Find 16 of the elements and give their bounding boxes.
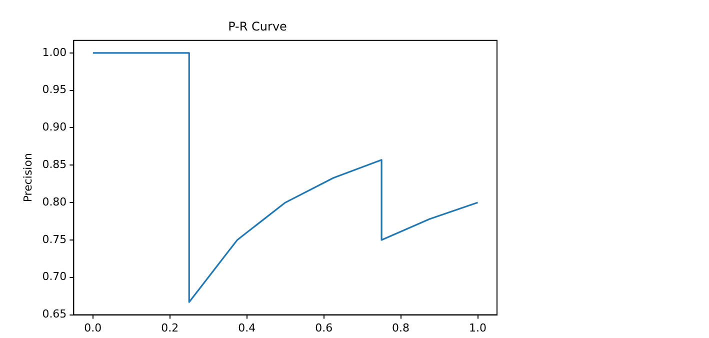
x-tick-label: 0.0 <box>84 321 102 334</box>
y-tick-label: 0.80 <box>42 195 67 208</box>
y-axis-title: Precision <box>21 153 34 202</box>
y-tick-label: 0.65 <box>42 308 67 321</box>
x-tick-label: 1.0 <box>469 321 487 334</box>
y-tick-label: 0.90 <box>42 120 67 134</box>
y-tick-label: 1.00 <box>42 46 67 59</box>
y-tick-label: 0.95 <box>42 83 67 96</box>
y-tick-label: 0.75 <box>42 232 67 246</box>
chart-title: P-R Curve <box>228 19 287 34</box>
x-tick-label: 0.8 <box>392 321 410 334</box>
y-tick-label: 0.70 <box>42 270 67 284</box>
x-tick-label: 0.4 <box>238 321 256 334</box>
x-tick-label: 0.6 <box>315 321 333 334</box>
x-tick-label: 0.2 <box>161 321 179 334</box>
y-tick-label: 0.85 <box>42 158 67 171</box>
